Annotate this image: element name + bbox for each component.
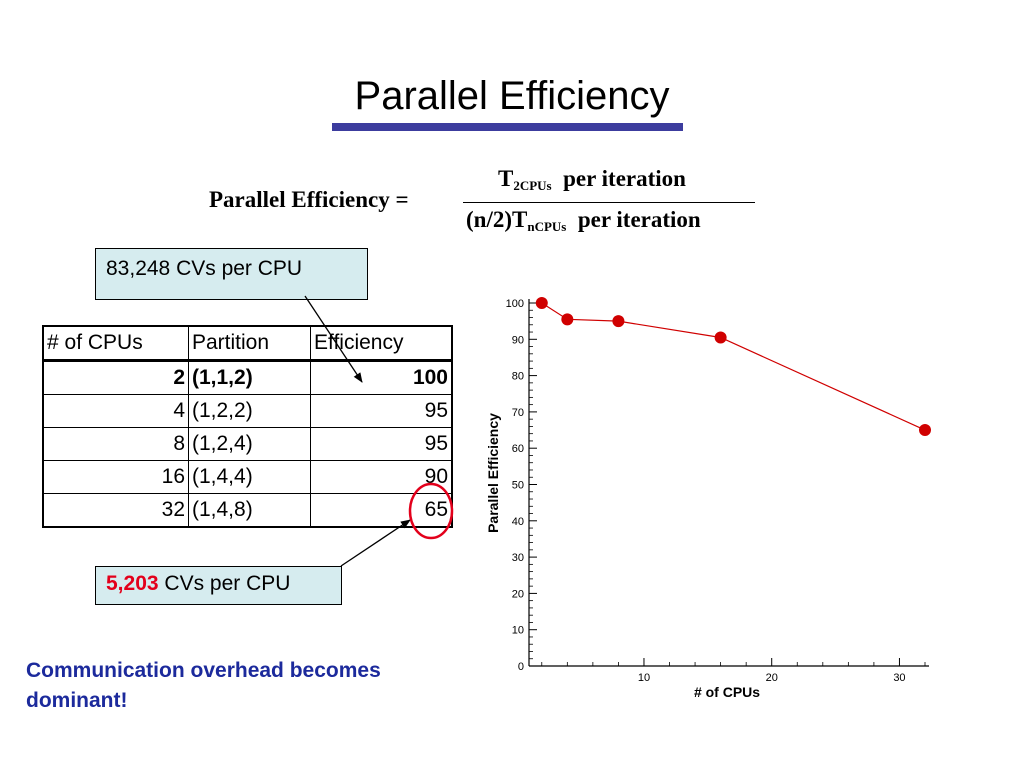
fraction-line xyxy=(463,202,755,203)
overhead-note: Communication overhead becomes dominant! xyxy=(26,659,381,712)
callout-bottom-number: 5,203 xyxy=(106,572,159,595)
y-axis-label: Parallel Efficiency xyxy=(485,413,501,533)
series-line xyxy=(541,302,926,431)
y-tick-label: 60 xyxy=(512,443,524,455)
cell-partition: (1,2,4) xyxy=(188,427,311,461)
y-tick-label: 50 xyxy=(512,480,524,492)
chart-points xyxy=(535,297,931,437)
y-tick-label: 20 xyxy=(512,588,524,600)
cell-cpus: 8 xyxy=(42,427,189,461)
data-point xyxy=(612,315,625,328)
chart-ticks: 0 10 20 30 40 50 60 70 80 90 100 10 20 30 xyxy=(506,298,926,684)
efficiency-chart: 0 10 20 30 40 50 60 70 80 90 100 10 20 30 # of CPUs P… xyxy=(485,297,931,700)
y-tick-label: 10 xyxy=(512,625,524,637)
slide-title: Parallel Efficiency xyxy=(354,74,670,118)
x-tick-label: 30 xyxy=(893,672,905,684)
efficiency-formula: Parallel Efficiency = T2CPUs per iterati… xyxy=(205,166,765,246)
cell-cpus: 2 xyxy=(42,360,189,395)
cell-cpus: 32 xyxy=(42,493,189,528)
data-point xyxy=(714,331,727,344)
cell-efficiency: 95 xyxy=(310,394,453,428)
callout-bottom: 5,203 CVs per CPU xyxy=(95,566,342,605)
cell-partition: (1,1,2) xyxy=(188,360,311,395)
data-point xyxy=(535,297,548,309)
cell-efficiency: 65 xyxy=(310,493,453,528)
cell-partition: (1,4,4) xyxy=(188,460,311,494)
table-row: 2 (1,1,2) 100 xyxy=(42,360,453,395)
cell-efficiency: 95 xyxy=(310,427,453,461)
y-tick-label: 0 xyxy=(518,661,524,673)
table-header-row: # of CPUs Partition Efficiency xyxy=(42,325,453,362)
table-row: 32 (1,4,8) 65 xyxy=(42,493,453,528)
title-underline xyxy=(332,123,683,131)
y-tick-label: 100 xyxy=(506,298,524,310)
y-tick-label: 70 xyxy=(512,407,524,419)
cell-efficiency: 100 xyxy=(310,360,453,395)
table-row: 8 (1,2,4) 95 xyxy=(42,427,453,461)
cell-efficiency: 90 xyxy=(310,460,453,494)
y-tick-label: 90 xyxy=(512,334,524,346)
data-point xyxy=(561,313,574,326)
y-tick-label: 30 xyxy=(512,552,524,564)
callout-bottom-text: CVs per CPU xyxy=(164,572,291,595)
cell-partition: (1,4,8) xyxy=(188,493,311,528)
formula-denominator: (n/2)TnCPUs per iteration xyxy=(466,207,701,234)
x-tick-label: 10 xyxy=(638,672,650,684)
y-tick-label: 40 xyxy=(512,516,524,528)
header-cpus: # of CPUs xyxy=(42,325,189,362)
header-efficiency: Efficiency xyxy=(310,325,453,362)
efficiency-table: # of CPUs Partition Efficiency 2 (1,1,2)… xyxy=(42,325,453,528)
cell-cpus: 16 xyxy=(42,460,189,494)
data-point xyxy=(919,424,931,437)
cell-partition: (1,2,2) xyxy=(188,394,311,428)
x-axis-label: # of CPUs xyxy=(694,684,760,700)
header-partition: Partition xyxy=(188,325,311,362)
y-tick-label: 80 xyxy=(512,371,524,383)
formula-lhs: Parallel Efficiency = xyxy=(209,187,409,212)
table-row: 4 (1,2,2) 95 xyxy=(42,394,453,428)
callout-top: 83,248 CVs per CPU xyxy=(95,248,368,300)
table-row: 16 (1,4,4) 90 xyxy=(42,460,453,494)
chart-axes xyxy=(528,299,929,667)
cell-cpus: 4 xyxy=(42,394,189,428)
x-tick-label: 20 xyxy=(766,672,778,684)
formula-numerator: T2CPUs per iteration xyxy=(498,166,686,193)
